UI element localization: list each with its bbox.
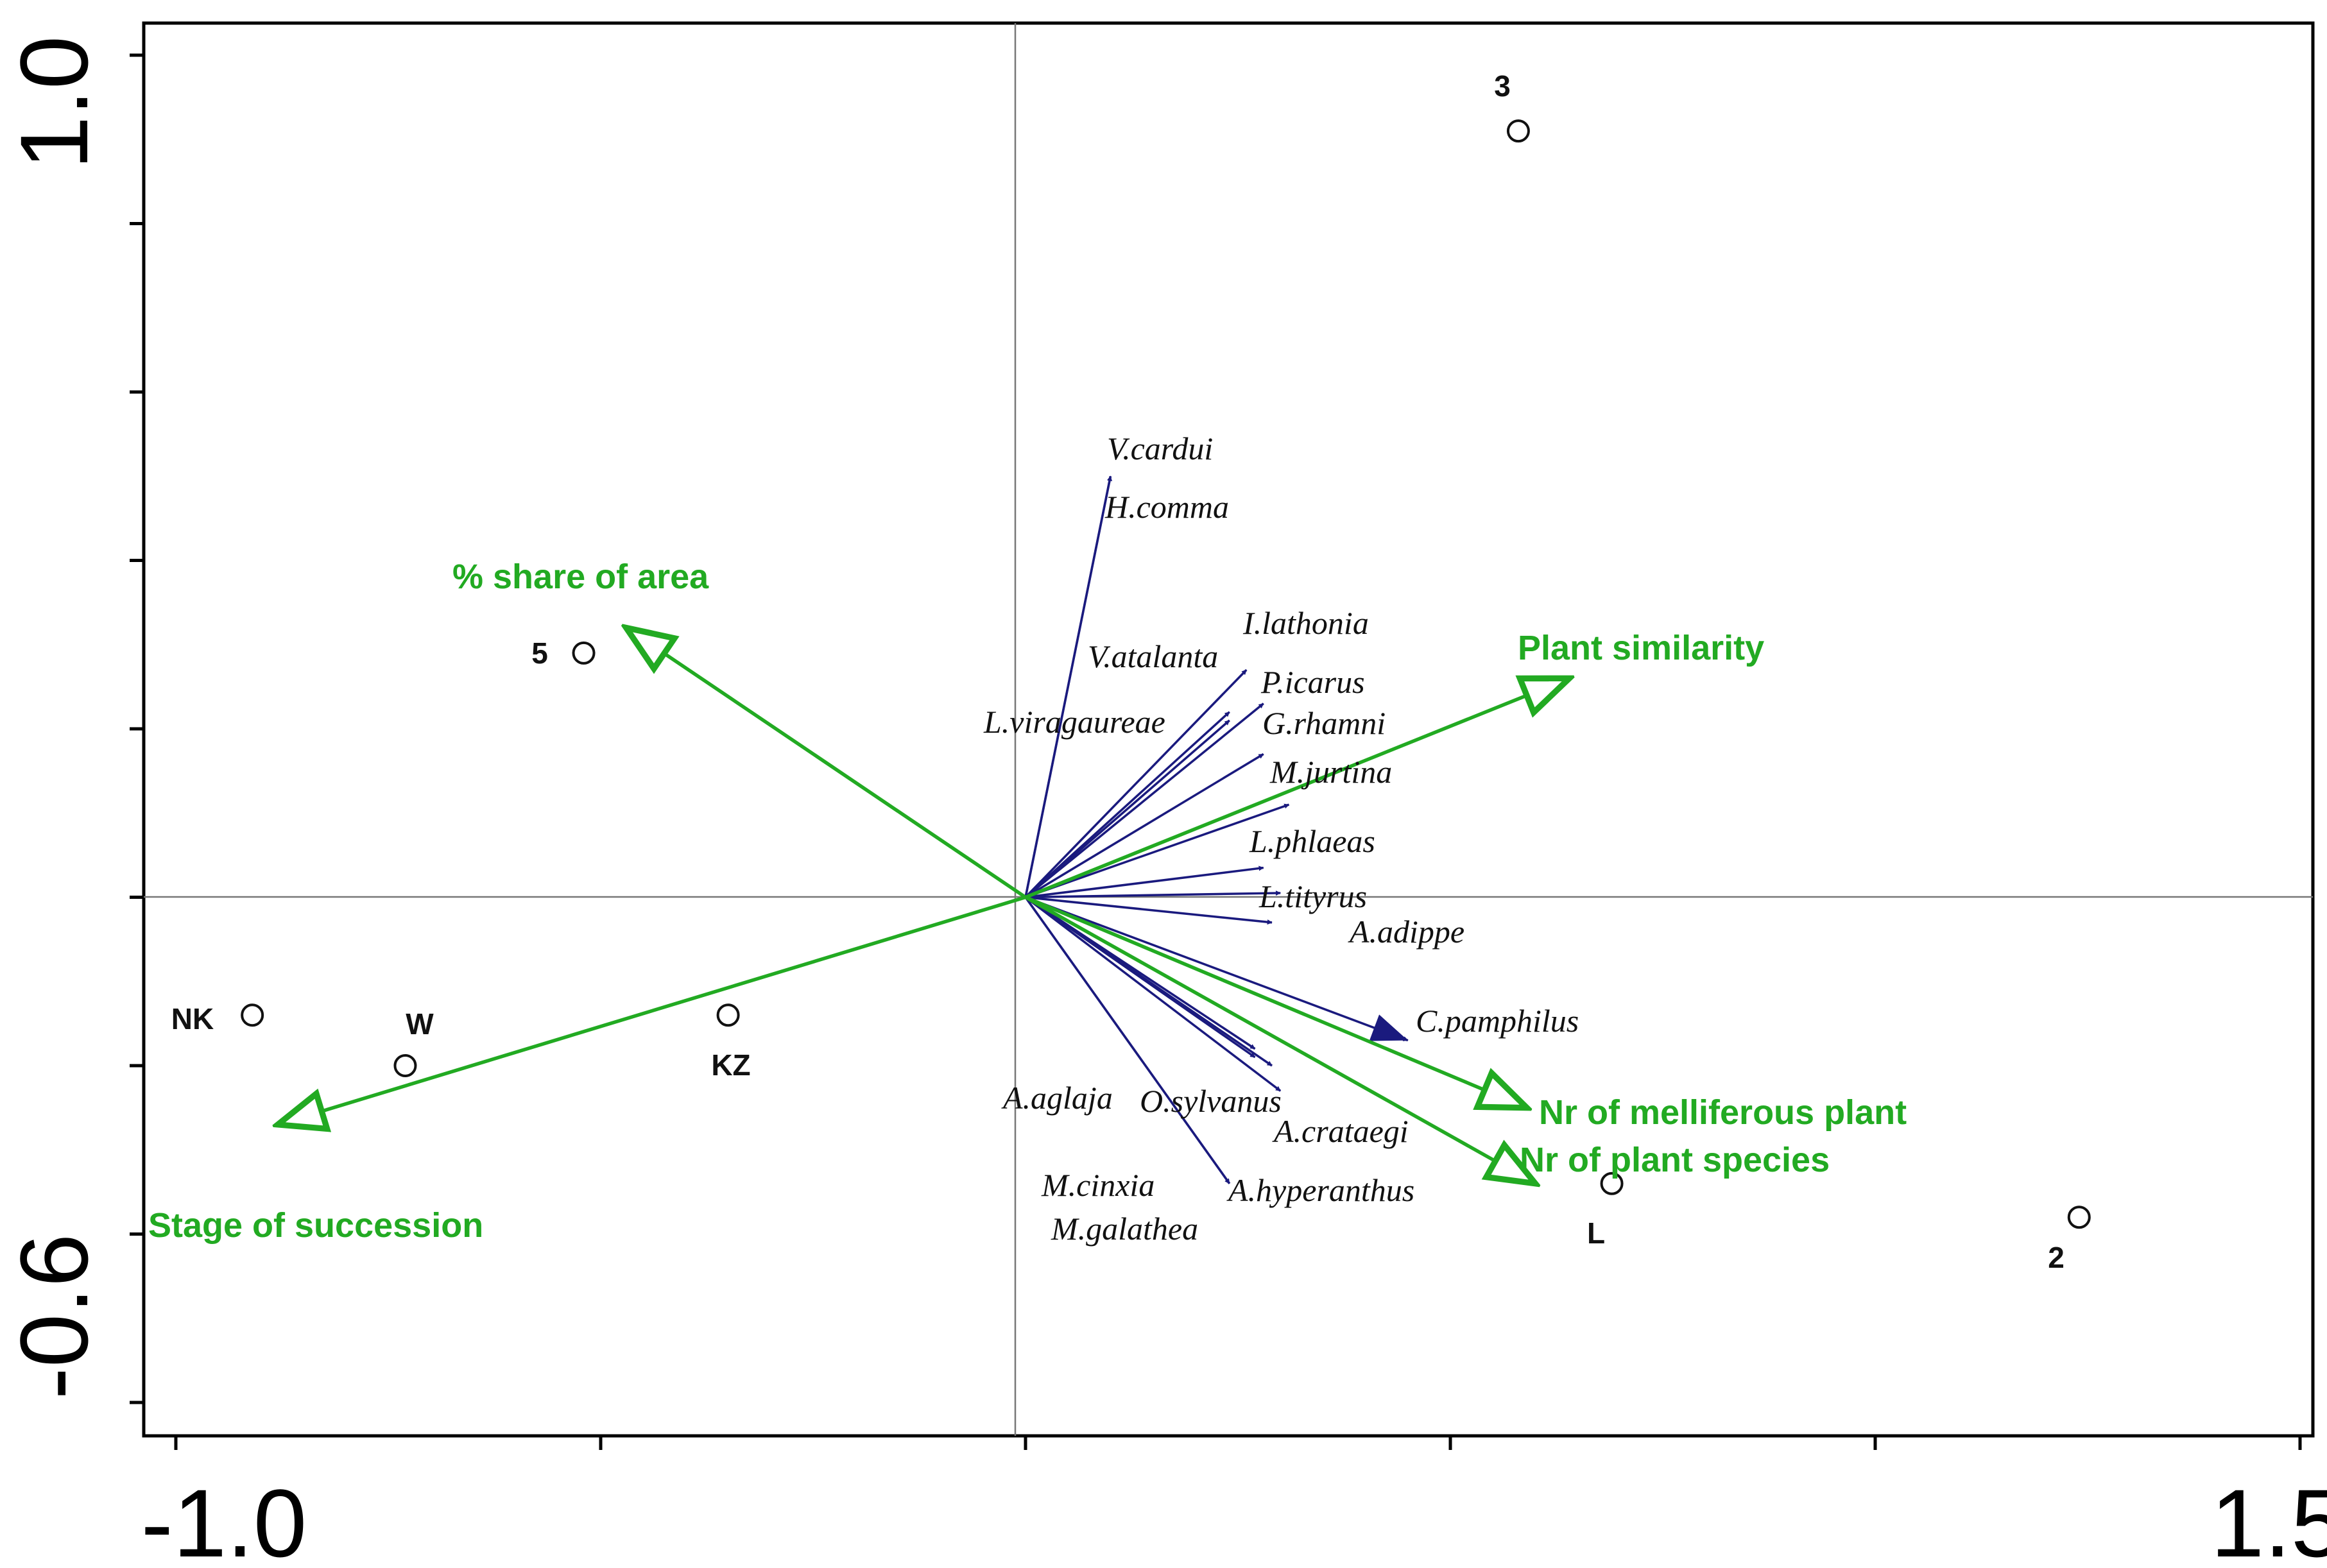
species-arrows (1024, 475, 1409, 1184)
species-arrow-m-jurtina (1025, 803, 1290, 899)
sample-label-2: 2 (2048, 1241, 2065, 1274)
sample-label-l: L (1587, 1216, 1605, 1250)
env-label-plant-similarity: Plant similarity (1518, 629, 1764, 667)
sample-labels: 3 5 NK W KZ L 2 (171, 69, 2065, 1274)
sample-point-l (1600, 1172, 1624, 1195)
environmental-arrows (278, 628, 1569, 1184)
species-label-o-sylvanus: O.sylvanus (1140, 1083, 1282, 1119)
y-tick-label-min: -0.6 (0, 1234, 108, 1399)
species-arrow-l-tityrus (1025, 891, 1281, 899)
species-arrow-a-hyperanthus (1024, 896, 1256, 1059)
sample-label-kz: KZ (711, 1048, 750, 1082)
species-label-l-viragaureae: L.viragaureae (983, 704, 1165, 740)
species-label-l-phlaeas: L.phlaeas (1249, 823, 1375, 859)
environmental-labels: % share of area Plant similarity Stage o… (148, 558, 1907, 1245)
species-arrowhead-c-pamphilus (1369, 1014, 1408, 1041)
env-arrow-plant-similarity (1024, 678, 1569, 899)
x-tick-label-max: 1.5 (2211, 1469, 2327, 1568)
env-label-stage-of-succession: Stage of succession (148, 1206, 483, 1245)
sample-point-5 (572, 641, 596, 665)
sample-label-5: 5 (531, 636, 548, 670)
species-label-i-lathonia: I.lathonia (1242, 605, 1369, 641)
env-arrow-stage-of-succession (278, 895, 1026, 1125)
sample-label-3: 3 (1494, 69, 1511, 103)
species-arrow-a-crataegi (1024, 896, 1282, 1092)
env-label-nr-of-melliferous-plant: Nr of melliferous plant (1539, 1093, 1907, 1132)
species-label-g-rhamni: G.rhamni (1262, 705, 1386, 741)
sample-point-kz (716, 1003, 740, 1027)
species-arrow-m-galathea (1024, 896, 1231, 1184)
species-label-h-comma: H.comma (1104, 489, 1229, 525)
sample-points (241, 119, 2091, 1229)
species-label-c-pamphilus: C.pamphilus (1416, 1003, 1579, 1039)
env-label-share-of-area: % share of area (452, 558, 709, 596)
env-arrow-nr-of-plant-species (1024, 896, 1535, 1184)
species-label-m-jurtina: M.jurtina (1269, 754, 1392, 790)
species-label-m-cinxia: M.cinxia (1041, 1167, 1155, 1203)
env-label-nr-of-plant-species: Nr of plant species (1520, 1141, 1830, 1179)
sample-label-nk: NK (171, 1002, 214, 1035)
species-arrow-a-adippe (1025, 896, 1273, 925)
species-label-m-galathea: M.galathea (1051, 1211, 1198, 1247)
species-arrow-i-lathonia (1024, 669, 1248, 898)
species-label-a-adippe: A.adippe (1348, 914, 1464, 950)
env-arrow-nr-of-melliferous-plant (1024, 895, 1527, 1108)
species-arrow-l-phlaeas (1025, 865, 1264, 899)
species-arrow-c-pamphilus (1025, 896, 1409, 1042)
x-axis-ticks (174, 1436, 2302, 1450)
x-tick-label-min: -1.0 (141, 1469, 307, 1568)
species-labels: V.cardui H.comma I.lathonia V.atalanta P… (983, 430, 1579, 1247)
species-arrow-a-aglaja (1025, 896, 1256, 1050)
species-arrow-h-comma (1024, 475, 1112, 898)
species-arrow-l-viragaureae (1024, 719, 1230, 898)
y-tick-label-max: 1.0 (0, 36, 108, 170)
species-label-v-atalanta: V.atalanta (1088, 638, 1218, 674)
sample-label-w: W (406, 1007, 434, 1041)
y-axis-ticks (130, 53, 144, 1404)
species-label-l-tityrus: L.tityrus (1258, 878, 1367, 914)
species-label-p-icarus: P.icarus (1260, 664, 1365, 700)
species-label-a-crataegi: A.crataegi (1272, 1113, 1409, 1149)
species-arrow-g-rhamni (1025, 753, 1264, 898)
species-label-a-aglaja: A.aglaja (1001, 1080, 1113, 1116)
sample-point-nk (241, 1003, 264, 1027)
species-label-v-cardui: V.cardui (1107, 430, 1213, 466)
species-arrow-p-icarus (1024, 703, 1264, 898)
env-arrow-share-of-area (626, 628, 1027, 899)
sample-point-3 (1506, 119, 1530, 143)
species-label-a-hyperanthus: A.hyperanthus (1226, 1172, 1414, 1208)
sample-point-w (393, 1054, 417, 1077)
sample-point-2 (2067, 1206, 2091, 1229)
